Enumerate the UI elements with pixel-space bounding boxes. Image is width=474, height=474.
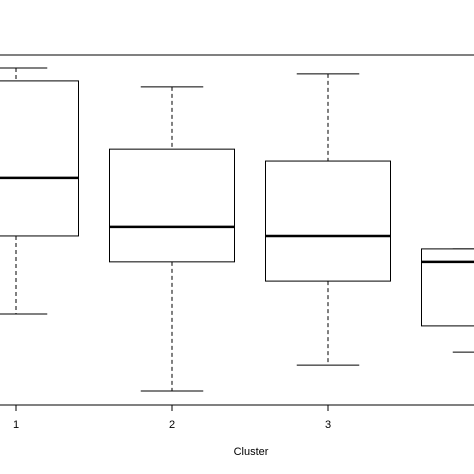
box xyxy=(109,148,235,263)
x-tick-label: 2 xyxy=(169,419,175,431)
box xyxy=(0,80,79,237)
x-tick-label: 3 xyxy=(325,419,331,431)
box xyxy=(265,160,391,282)
x-axis-label: Cluster xyxy=(234,446,269,458)
box xyxy=(421,248,474,327)
x-tick-label: 1 xyxy=(13,419,19,431)
